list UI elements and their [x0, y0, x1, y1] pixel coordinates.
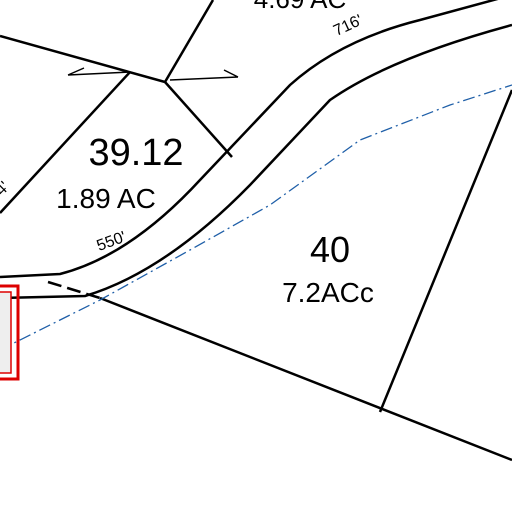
parcel-number: 40 [310, 229, 350, 270]
boundary [0, 34, 166, 84]
dimension: 716' [331, 12, 365, 40]
hook-arrows [67, 67, 239, 81]
parcel-area: 1.89 AC [56, 183, 156, 214]
partial-label: 4.69 AC [254, 0, 347, 14]
dimension: 550' [95, 229, 129, 255]
parcel-area: 7.2ACc [282, 277, 374, 308]
parcel-number: 39.12 [88, 132, 183, 174]
boundary [164, 81, 233, 158]
boundary [47, 280, 101, 300]
boundary [99, 296, 512, 462]
stream [0, 84, 512, 351]
road-edge [0, 0, 499, 279]
dimension: 4' [0, 179, 13, 199]
parcel-lines [0, 0, 512, 462]
boundary [0, 71, 131, 214]
road-edge [0, 23, 512, 300]
boundary [163, 0, 215, 83]
boundary [378, 89, 512, 413]
building-inner [0, 291, 12, 374]
building [0, 284, 20, 381]
